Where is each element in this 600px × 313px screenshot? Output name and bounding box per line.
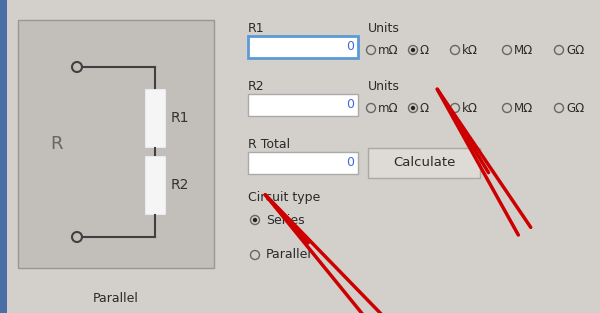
Text: R1: R1 bbox=[171, 111, 190, 125]
Text: 0: 0 bbox=[346, 99, 354, 111]
Text: MΩ: MΩ bbox=[514, 44, 533, 57]
Text: Units: Units bbox=[368, 22, 400, 34]
Text: R Total: R Total bbox=[248, 137, 290, 151]
FancyBboxPatch shape bbox=[248, 94, 358, 116]
Text: mΩ: mΩ bbox=[378, 44, 398, 57]
Text: Calculate: Calculate bbox=[393, 156, 455, 170]
Text: kΩ: kΩ bbox=[462, 101, 478, 115]
Circle shape bbox=[411, 106, 415, 110]
Text: R1: R1 bbox=[248, 22, 265, 34]
Text: 0: 0 bbox=[346, 40, 354, 54]
Text: Series: Series bbox=[266, 213, 305, 227]
Text: R2: R2 bbox=[248, 80, 265, 93]
Text: GΩ: GΩ bbox=[566, 101, 584, 115]
Text: R: R bbox=[50, 135, 62, 153]
Text: Parallel: Parallel bbox=[93, 291, 139, 305]
Text: 0: 0 bbox=[346, 156, 354, 170]
Text: Circuit type: Circuit type bbox=[248, 192, 320, 204]
FancyBboxPatch shape bbox=[0, 0, 7, 313]
Text: R2: R2 bbox=[171, 178, 190, 192]
Circle shape bbox=[411, 48, 415, 52]
FancyBboxPatch shape bbox=[248, 36, 358, 58]
Text: Ω: Ω bbox=[420, 44, 429, 57]
Text: GΩ: GΩ bbox=[566, 44, 584, 57]
Text: kΩ: kΩ bbox=[462, 44, 478, 57]
FancyBboxPatch shape bbox=[368, 148, 480, 178]
Text: Ω: Ω bbox=[420, 101, 429, 115]
Text: mΩ: mΩ bbox=[378, 101, 398, 115]
Text: Units: Units bbox=[368, 80, 400, 93]
FancyBboxPatch shape bbox=[248, 152, 358, 174]
FancyBboxPatch shape bbox=[144, 155, 166, 215]
Text: Parallel: Parallel bbox=[266, 249, 312, 261]
FancyBboxPatch shape bbox=[144, 88, 166, 148]
Circle shape bbox=[253, 218, 257, 222]
Text: MΩ: MΩ bbox=[514, 101, 533, 115]
FancyBboxPatch shape bbox=[18, 20, 214, 268]
